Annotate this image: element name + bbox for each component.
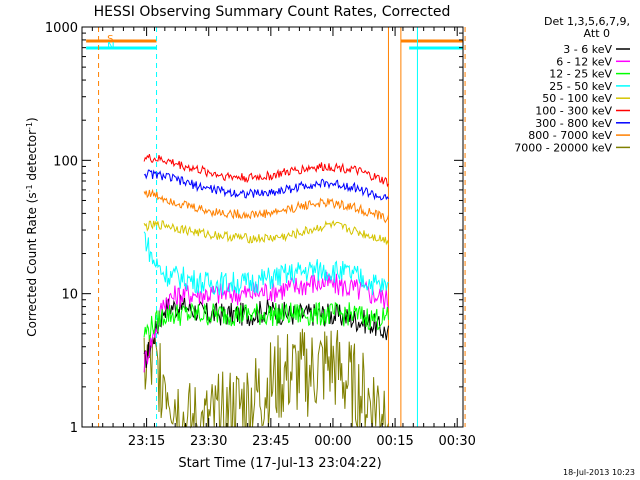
- x-tick-label: 23:45: [252, 434, 289, 449]
- legend-label: 800 - 7000 keV: [528, 129, 612, 142]
- y-tick-label: 1000: [45, 21, 78, 36]
- legend-label: 12 - 25 keV: [549, 68, 612, 81]
- series-line: [143, 219, 389, 246]
- y-axis-ticks: 1 10 100 1000: [45, 21, 463, 436]
- series-line: [143, 231, 389, 296]
- legend-label: 25 - 50 keV: [549, 80, 612, 93]
- legend-label: 3 - 6 keV: [563, 43, 612, 56]
- legend-label: 6 - 12 keV: [556, 55, 612, 68]
- x-tick-label: 00:00: [314, 434, 351, 449]
- series-line: [143, 153, 389, 188]
- plot-frame: [81, 26, 464, 428]
- y-tick-label: 10: [61, 288, 78, 303]
- legend-header-2: Att 0: [584, 27, 610, 40]
- chart-title: HESSI Observing Summary Count Rates, Cor…: [94, 4, 451, 20]
- coverage-bars: SN: [86, 34, 463, 52]
- series-line: [143, 271, 389, 373]
- series-line: [143, 301, 389, 340]
- y-axis-label: Corrected Count Rate (s-1 detector-1): [25, 117, 40, 336]
- x-tick-label: 23:15: [128, 434, 165, 449]
- y-tick-label: 1: [70, 421, 78, 436]
- legend-label: 100 - 300 keV: [535, 105, 612, 118]
- legend-label: 50 - 100 keV: [542, 92, 612, 105]
- y-tick-label: 100: [53, 154, 78, 169]
- coverage-bar-label: S: [107, 34, 113, 45]
- legend-header-1: Det 1,3,5,6,7,9,: [544, 15, 630, 28]
- series-line: [143, 294, 389, 368]
- series-line: [143, 188, 389, 224]
- series-line: [143, 169, 389, 201]
- coverage-bar-label: N: [107, 41, 114, 52]
- x-tick-label: 00:30: [438, 434, 475, 449]
- x-axis-ticks: 23:15 23:30 23:45 00:00 00:15 00:30: [81, 27, 476, 449]
- legend-label: 7000 - 20000 keV: [514, 141, 612, 154]
- x-axis-label: Start Time (17-Jul-13 23:04:22): [178, 456, 381, 471]
- timestamp: 18-Jul-2013 10:23: [563, 468, 635, 477]
- legend-label: 300 - 800 keV: [535, 117, 612, 130]
- x-tick-label: 00:15: [376, 434, 413, 449]
- x-tick-label: 23:30: [190, 434, 227, 449]
- series-lines: [143, 153, 389, 429]
- marker-lines: [98, 27, 466, 427]
- series-line: [143, 328, 389, 429]
